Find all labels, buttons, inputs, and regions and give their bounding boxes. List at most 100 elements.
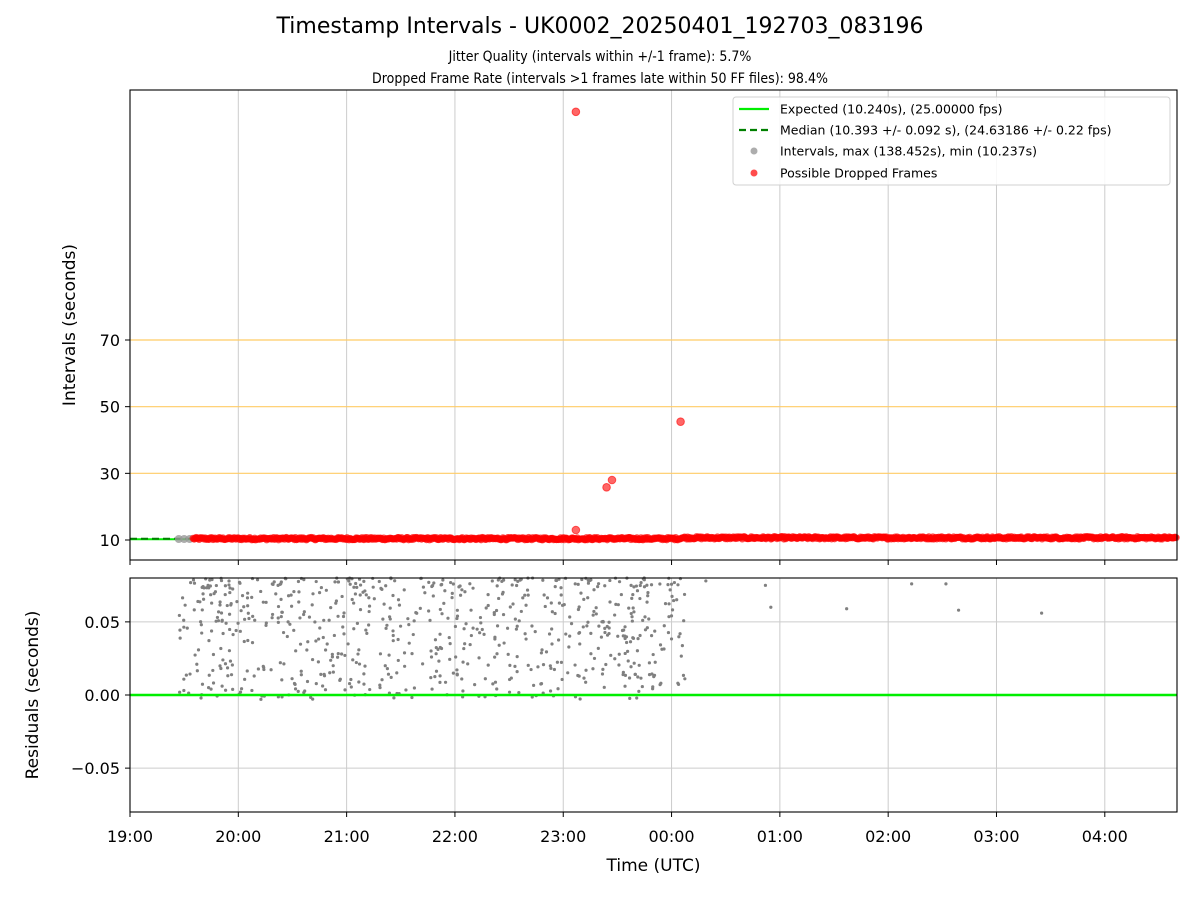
residual-point	[384, 626, 388, 630]
residual-point	[600, 620, 604, 624]
residual-point	[178, 636, 182, 640]
residual-point	[670, 608, 675, 612]
residual-cloud	[177, 576, 687, 701]
residual-point	[319, 672, 323, 676]
residual-point	[219, 646, 223, 651]
residual-point	[434, 645, 438, 650]
residual-point	[274, 592, 278, 596]
residual-point	[536, 665, 540, 669]
residual-point	[495, 687, 499, 691]
residual-point	[182, 677, 186, 681]
residual-point	[351, 658, 355, 662]
residual-point	[340, 594, 344, 599]
residual-point	[221, 631, 225, 636]
residual-point	[269, 668, 273, 672]
residual-point	[368, 687, 372, 692]
residual-point	[250, 688, 254, 693]
residual-point	[296, 579, 301, 584]
residual-point	[365, 631, 369, 635]
residual-point	[381, 617, 385, 621]
residual-point	[288, 622, 292, 626]
residual-point	[526, 593, 530, 597]
residual-point	[658, 643, 663, 647]
legend-dropped-swatch	[750, 169, 758, 177]
residual-point	[316, 660, 320, 664]
residual-point	[491, 682, 495, 686]
residual-point	[591, 613, 595, 617]
residual-point	[647, 617, 651, 621]
residual-point	[328, 671, 332, 675]
residual-point	[596, 582, 601, 586]
residual-point	[207, 639, 211, 643]
residual-point	[567, 645, 571, 649]
residual-point	[679, 654, 683, 658]
residual-point	[639, 581, 643, 585]
residual-point	[647, 661, 651, 665]
residual-point	[185, 626, 189, 630]
legend-label: Possible Dropped Frames	[780, 166, 937, 181]
residual-point	[353, 592, 358, 596]
residual-point	[441, 578, 445, 582]
residual-point	[429, 649, 433, 653]
dropped-frame-outlier	[571, 107, 581, 117]
residual-point	[223, 688, 228, 692]
dropped-frame-outlier	[571, 525, 581, 535]
residual-point	[434, 669, 439, 673]
residual-point	[332, 633, 336, 638]
residual-point	[442, 601, 446, 605]
residual-point	[450, 591, 454, 596]
residual-point	[547, 632, 552, 636]
residual-point	[255, 578, 260, 582]
residual-point	[259, 697, 263, 701]
residual-point	[576, 607, 581, 612]
residual-point	[600, 672, 605, 676]
residual-point	[594, 606, 598, 610]
residual-point	[541, 663, 546, 667]
residual-point	[513, 617, 517, 621]
residual-point	[623, 651, 627, 656]
residual-point	[608, 600, 612, 604]
residual-point	[209, 629, 214, 633]
residual-point	[509, 676, 513, 680]
intervals-axes-frame	[129, 89, 1178, 561]
residual-point	[658, 582, 662, 586]
residual-point	[533, 630, 537, 634]
residual-point	[539, 651, 543, 655]
residual-point	[548, 689, 553, 693]
residual-point	[298, 642, 303, 646]
residual-point	[495, 584, 499, 588]
residual-point	[620, 628, 625, 633]
residual-point	[177, 613, 181, 618]
residual-point	[594, 612, 598, 616]
residual-point	[443, 589, 447, 593]
residual-point	[678, 632, 682, 636]
residual-point	[683, 677, 687, 681]
residual-point	[642, 585, 647, 589]
residual-point	[246, 611, 250, 615]
residual-point	[576, 582, 580, 586]
residual-point	[448, 657, 452, 661]
residual-point	[505, 626, 510, 630]
residual-point	[183, 603, 187, 607]
residual-point	[635, 589, 640, 593]
residual-point	[363, 664, 367, 668]
residual-point	[331, 670, 335, 674]
residual-point	[609, 653, 613, 657]
residual-point	[635, 696, 639, 700]
residual-point	[350, 597, 354, 602]
residual-point	[529, 667, 533, 672]
residual-point	[559, 660, 564, 665]
residual-point	[550, 610, 554, 614]
residual-point	[302, 610, 306, 614]
residual-point	[264, 621, 268, 625]
residual-point	[554, 578, 559, 583]
residual-point	[617, 663, 621, 667]
residual-point	[430, 583, 435, 588]
residual-point	[330, 652, 334, 656]
residual-point	[355, 585, 359, 589]
residual-point	[429, 676, 433, 680]
residual-point	[646, 594, 650, 598]
residual-point	[577, 605, 581, 609]
residual-point	[628, 640, 633, 644]
residual-point	[410, 695, 414, 700]
